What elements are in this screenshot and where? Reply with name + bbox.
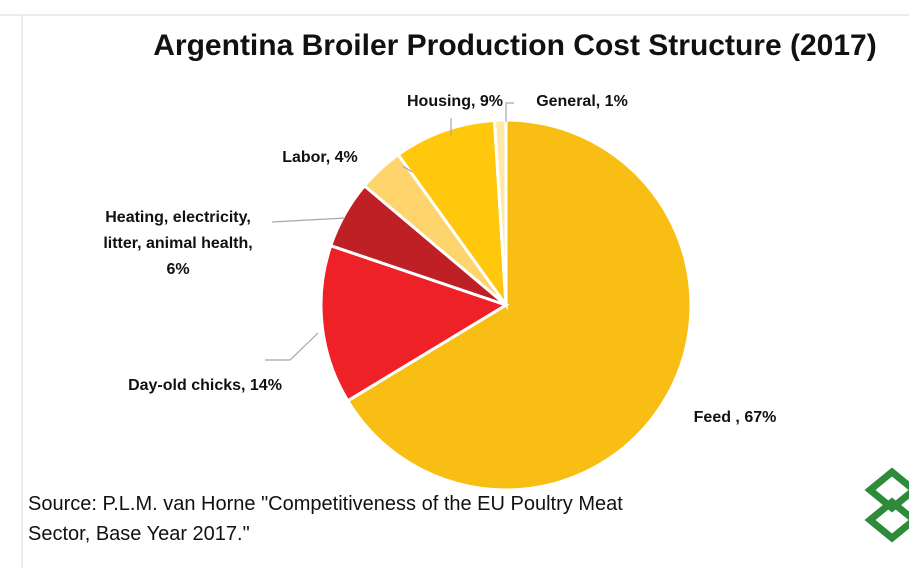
pie bbox=[319, 118, 693, 492]
data-label: Housing, 9% bbox=[407, 93, 503, 110]
data-label: Day-old chicks, 14% bbox=[128, 377, 282, 394]
logo-shape bbox=[864, 467, 909, 513]
leader-line bbox=[265, 332, 319, 361]
logo bbox=[864, 467, 909, 543]
leader-line bbox=[271, 217, 346, 223]
chart-title: Argentina Broiler Production Cost Struct… bbox=[153, 29, 876, 62]
logo-shape bbox=[864, 497, 909, 543]
data-label: General, 1% bbox=[536, 93, 628, 110]
labels: Feed , 67% Day-old chicks, 14% Heating, el… bbox=[103, 93, 776, 426]
pie-slice bbox=[345, 118, 693, 492]
data-label: Heating, electricity, litter, animal heal… bbox=[103, 209, 252, 278]
leader-line bbox=[402, 165, 413, 173]
data-label: Feed , 67% bbox=[694, 409, 777, 426]
leader-line bbox=[505, 102, 514, 122]
pie-slice bbox=[319, 243, 510, 403]
data-label: Labor, 4% bbox=[282, 149, 358, 166]
source: Source: P.L.M. van Horne "Competitivenes… bbox=[28, 493, 623, 545]
pie-slice bbox=[396, 118, 508, 311]
